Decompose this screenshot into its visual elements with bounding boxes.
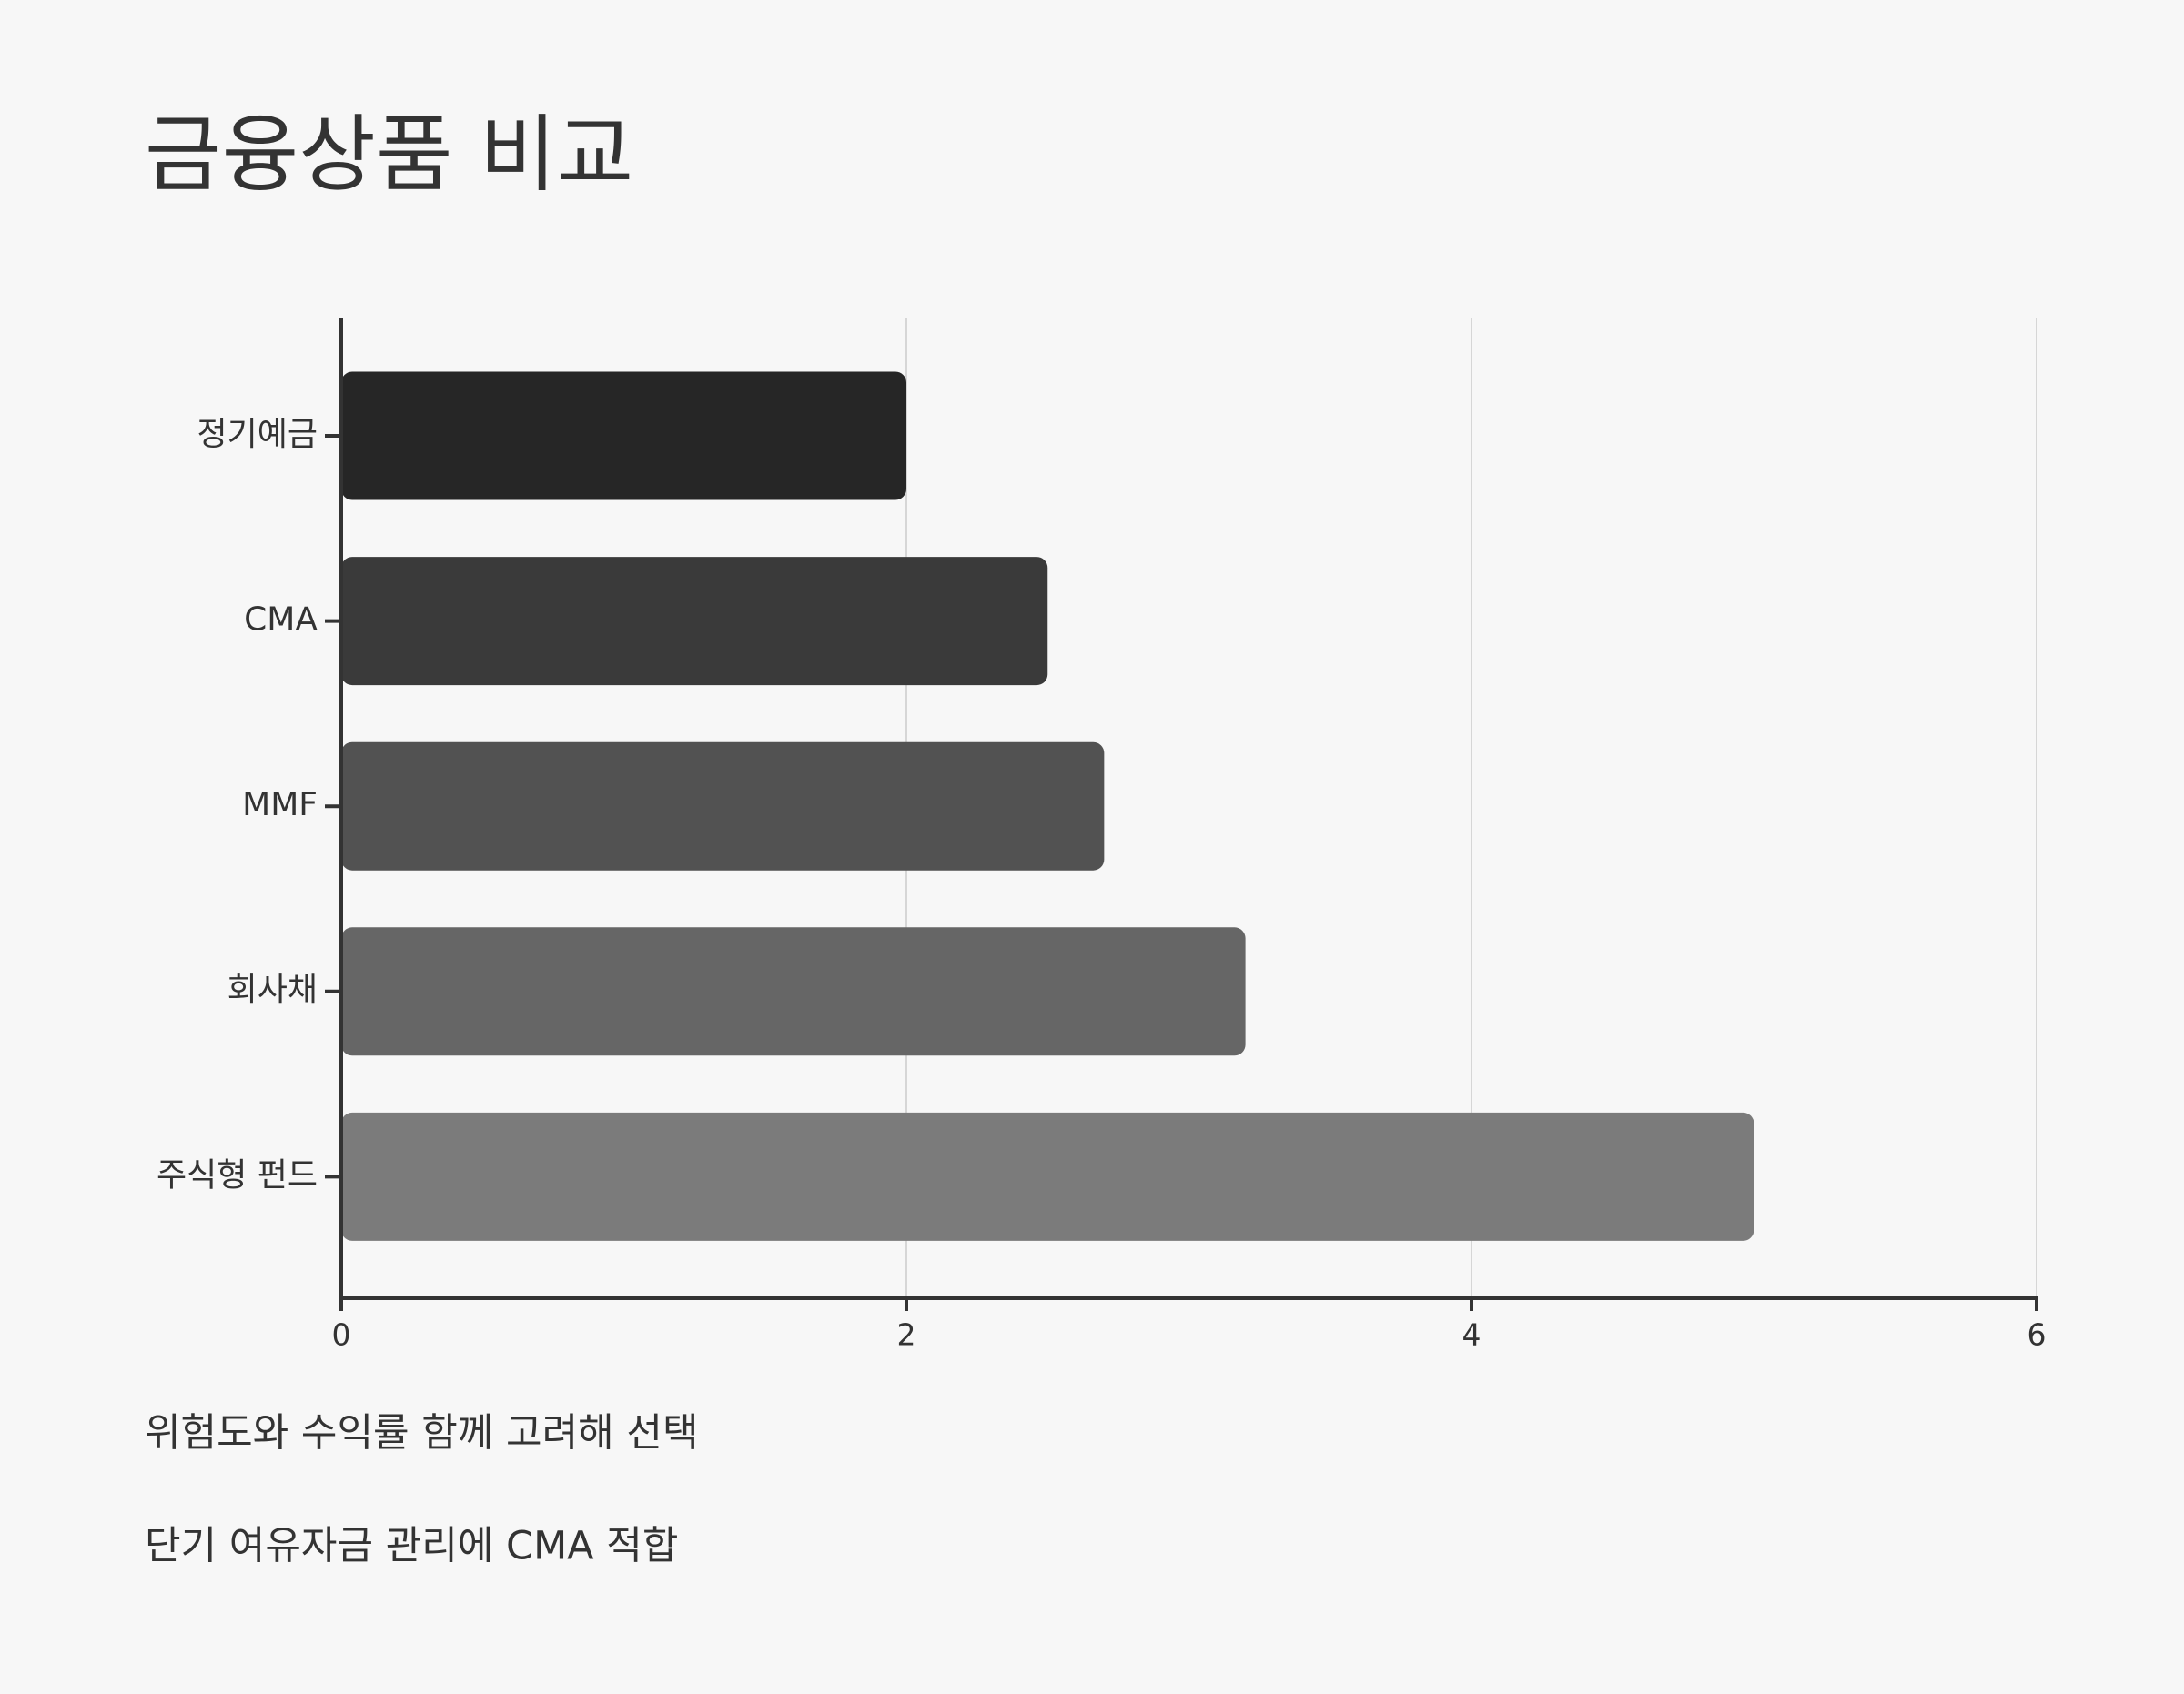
- y-tick-label: MMF: [242, 786, 318, 823]
- x-tick-label: 0: [332, 1317, 351, 1353]
- bar: [341, 557, 1048, 686]
- bar: [341, 1112, 1754, 1241]
- x-tick-label: 4: [1462, 1317, 1481, 1353]
- annotation: 위험도와 수익률 함께 고려해 선택: [145, 1411, 699, 1457]
- bar: [341, 371, 906, 500]
- y-tick-label: 정기예금: [197, 416, 318, 453]
- chart-title: 금융상품 비교: [145, 106, 633, 203]
- y-tick-label: 회사채: [228, 972, 318, 1009]
- y-tick-label: 주식형 펀드: [157, 1156, 318, 1194]
- x-tick-label: 6: [2027, 1317, 2047, 1353]
- annotation: 단기 여유자금 관리에 CMA 적합: [145, 1524, 678, 1569]
- y-tick-label: CMA: [244, 601, 318, 639]
- x-tick-label: 2: [897, 1317, 916, 1353]
- bar: [341, 741, 1105, 871]
- bar: [341, 927, 1246, 1056]
